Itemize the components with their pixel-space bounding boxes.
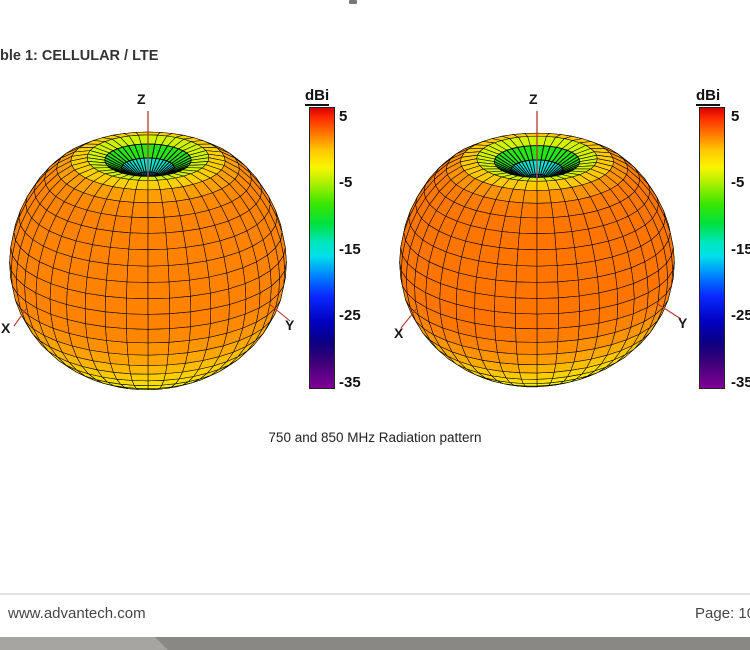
- z-axis-label: Z: [529, 91, 538, 107]
- footer-bar-light-segment: [0, 637, 168, 650]
- colorbar-tick: -25: [731, 307, 750, 324]
- radiation-plot-850mhz: [399, 111, 682, 388]
- z-axis-label: Z: [137, 91, 146, 107]
- y-axis-label: Y: [285, 317, 295, 333]
- footer-divider: [0, 593, 750, 595]
- radiation-plot-750mhz: [9, 111, 291, 390]
- table-heading: ble 1: CELLULAR / LTE: [0, 48, 159, 64]
- footer-bar: [0, 637, 750, 650]
- x-axis-label: X: [394, 325, 404, 341]
- colorbar-tick: -5: [339, 174, 353, 191]
- y-axis-label: Y: [678, 315, 688, 331]
- colorbar-tick: -5: [731, 174, 745, 191]
- colorbar-title: dBi: [305, 87, 330, 106]
- colorbar-tick: -15: [339, 241, 361, 258]
- colorbar-tick: 5: [731, 108, 740, 125]
- colorbar-tick-labels: 5 -5 -15 -25 -35: [731, 0, 750, 650]
- figure-caption: 750 and 850 MHz Radiation pattern: [268, 430, 482, 445]
- colorbar-tick: -15: [731, 241, 750, 258]
- colorbar-tick: -25: [339, 307, 361, 324]
- clipped-text-fragment: [349, 0, 357, 4]
- colorbar-tick-labels: 5 -5 -15 -25 -35: [339, 0, 379, 650]
- footer-bar-dark-segment: [0, 637, 750, 650]
- colorbar-gradient: [699, 107, 725, 389]
- footer-page-number: Page: 10: [695, 605, 750, 622]
- colorbar-tick: -35: [339, 374, 361, 391]
- colorbar-tick: 5: [339, 108, 348, 125]
- x-axis-label: X: [1, 320, 11, 336]
- footer-website: www.advantech.com: [8, 605, 146, 622]
- colorbar-gradient: [309, 107, 335, 389]
- colorbar-title: dBi: [696, 87, 721, 106]
- colorbar-tick: -35: [731, 374, 750, 391]
